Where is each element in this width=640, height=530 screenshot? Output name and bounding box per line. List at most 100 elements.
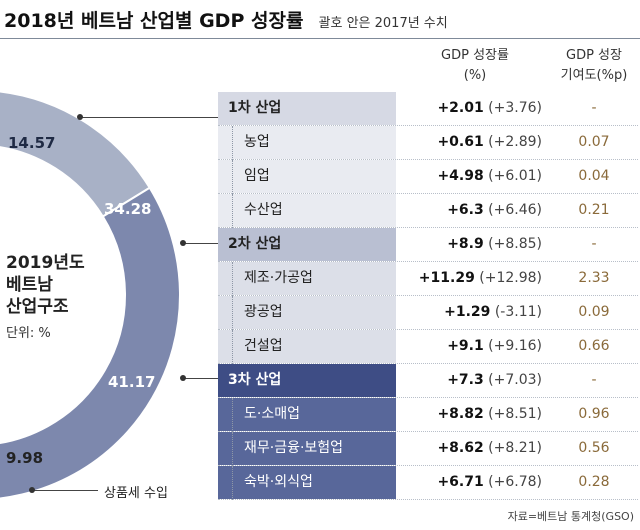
- industry-name: 임업: [218, 160, 396, 194]
- industry-name: 제조·가공업: [218, 262, 396, 296]
- growth-2018-value: +0.61: [437, 134, 484, 150]
- table-row: 광공업 +1.29 (-3.11) 0.09: [218, 296, 638, 330]
- contribution-cell: 0.66: [578, 338, 610, 354]
- growth-2017-value: (-3.11): [494, 304, 542, 320]
- donut-unit: 단위: %: [6, 326, 51, 341]
- leader-dot-sector2: [180, 240, 186, 246]
- growth-2018-value: +8.82: [437, 406, 484, 422]
- contrib-column-header: GDP 성장 기여도(%p): [550, 46, 638, 86]
- contribution-cell: 2.33: [578, 270, 610, 286]
- growth-2017-value: (+6.46): [488, 202, 542, 218]
- growth-2018-value: +1.29: [444, 304, 491, 320]
- growth-2018-value: +7.3: [447, 372, 484, 388]
- growth-2018-value: +9.1: [447, 338, 484, 354]
- leader-line-sector1: [80, 117, 218, 118]
- donut-value-goods-tax: 9.98: [6, 449, 44, 467]
- growth-cell: +8.9 (+8.85): [396, 228, 550, 261]
- growth-cell: +7.3 (+7.03): [396, 364, 550, 397]
- growth-header-line1: GDP 성장률: [441, 48, 509, 63]
- contribution-cell: -: [591, 100, 597, 116]
- industry-name: 1차 산업: [218, 92, 396, 125]
- industry-name: 3차 산업: [218, 364, 396, 397]
- industry-name: 2차 산업: [218, 228, 396, 261]
- growth-2017-value: (+8.51): [488, 406, 542, 422]
- table-row: 임업 +4.98 (+6.01) 0.04: [218, 160, 638, 194]
- growth-2017-value: (+7.03): [488, 372, 542, 388]
- table-row: 도·소매업 +8.82 (+8.51) 0.96: [218, 398, 638, 432]
- donut-title-line1: 2019년도: [6, 253, 85, 273]
- contribution-cell: 0.09: [578, 304, 610, 320]
- growth-2017-value: (+3.76): [488, 100, 542, 116]
- industry-name: 재무·금융·보험업: [218, 432, 396, 466]
- industry-name: 건설업: [218, 330, 396, 364]
- title-divider: [0, 38, 640, 39]
- leader-dot-goods-tax: [29, 487, 35, 493]
- table-row: 재무·금융·보험업 +8.62 (+8.21) 0.56: [218, 432, 638, 466]
- contrib-header-line1: GDP 성장: [566, 48, 622, 63]
- growth-cell: +11.29 (+12.98): [396, 262, 550, 295]
- growth-column-header: GDP 성장률 (%): [398, 46, 552, 86]
- leader-line-goods-tax: [32, 490, 98, 491]
- contribution-cell: 0.04: [578, 168, 610, 184]
- table-sector-row: 2차 산업 +8.9 (+8.85) -: [218, 228, 638, 262]
- growth-cell: +4.98 (+6.01): [396, 160, 550, 193]
- industry-name: 도·소매업: [218, 398, 396, 432]
- growth-header-line2: (%): [463, 68, 487, 83]
- donut-value-sector1: 14.57: [8, 134, 56, 152]
- industry-name: 광공업: [218, 296, 396, 330]
- growth-cell: +8.62 (+8.21): [396, 432, 550, 465]
- growth-2018-value: +11.29: [418, 270, 475, 286]
- chart-title-area: 2018년 베트남 산업별 GDP 성장률 괄호 안은 2017년 수치: [4, 6, 448, 33]
- goods-tax-callout: 상품세 수입: [104, 486, 168, 501]
- growth-cell: +1.29 (-3.11): [396, 296, 550, 329]
- leader-line-sector2: [183, 243, 218, 244]
- growth-2017-value: (+8.21): [488, 440, 542, 456]
- table-sector-row: 3차 산업 +7.3 (+7.03) -: [218, 364, 638, 398]
- growth-cell: +0.61 (+2.89): [396, 126, 550, 159]
- leader-dot-sector1: [77, 114, 83, 120]
- growth-cell: +6.3 (+6.46): [396, 194, 550, 227]
- growth-cell: +2.01 (+3.76): [396, 92, 550, 125]
- contribution-cell: -: [591, 236, 597, 252]
- table-row: 숙박·외식업 +6.71 (+6.78) 0.28: [218, 466, 638, 500]
- page-subtitle: 괄호 안은 2017년 수치: [318, 16, 448, 31]
- growth-2017-value: (+12.98): [479, 270, 542, 286]
- table-row: 수산업 +6.3 (+6.46) 0.21: [218, 194, 638, 228]
- contribution-cell: 0.07: [578, 134, 610, 150]
- source-note: 자료=베트남 통계청(GSO): [507, 510, 634, 523]
- contrib-header-line2: 기여도(%p): [560, 68, 628, 83]
- growth-2017-value: (+8.85): [488, 236, 542, 252]
- contribution-cell: -: [591, 372, 597, 388]
- table-row: 농업 +0.61 (+2.89) 0.07: [218, 126, 638, 160]
- growth-2018-value: +6.3: [447, 202, 484, 218]
- growth-2018-value: +4.98: [437, 168, 484, 184]
- contribution-cell: 0.96: [578, 406, 610, 422]
- growth-2018-value: +8.9: [447, 236, 484, 252]
- contribution-cell: 0.21: [578, 202, 610, 218]
- leader-line-sector3: [183, 378, 218, 379]
- growth-table: 1차 산업 +2.01 (+3.76) - 농업 +0.61 (+2.89) 0.07 임업…: [218, 92, 638, 500]
- donut-title-line2: 베트남: [6, 275, 53, 295]
- growth-2017-value: (+6.01): [488, 168, 542, 184]
- growth-cell: +8.82 (+8.51): [396, 398, 550, 431]
- growth-2017-value: (+6.78): [488, 474, 542, 490]
- industry-name: 숙박·외식업: [218, 466, 396, 500]
- growth-2018-value: +2.01: [437, 100, 484, 116]
- donut-center-label: 2019년도 베트남 산업구조 단위: %: [6, 252, 85, 341]
- growth-2018-value: +6.71: [437, 474, 484, 490]
- industry-name: 농업: [218, 126, 396, 160]
- growth-2017-value: (+9.16): [488, 338, 542, 354]
- contribution-cell: 0.56: [578, 440, 610, 456]
- page-title: 2018년 베트남 산업별 GDP 성장률: [4, 10, 304, 32]
- industry-name: 수산업: [218, 194, 396, 228]
- growth-cell: +9.1 (+9.16): [396, 330, 550, 363]
- donut-value-sector2: 34.28: [104, 200, 152, 218]
- donut-segment-sector2: [0, 186, 181, 500]
- table-row: 제조·가공업 +11.29 (+12.98) 2.33: [218, 262, 638, 296]
- table-row: 건설업 +9.1 (+9.16) 0.66: [218, 330, 638, 364]
- donut-value-sector3: 41.17: [108, 373, 156, 391]
- table-sector-row: 1차 산업 +2.01 (+3.76) -: [218, 92, 638, 126]
- contribution-cell: 0.28: [578, 474, 610, 490]
- donut-segment-sector1: [0, 90, 152, 218]
